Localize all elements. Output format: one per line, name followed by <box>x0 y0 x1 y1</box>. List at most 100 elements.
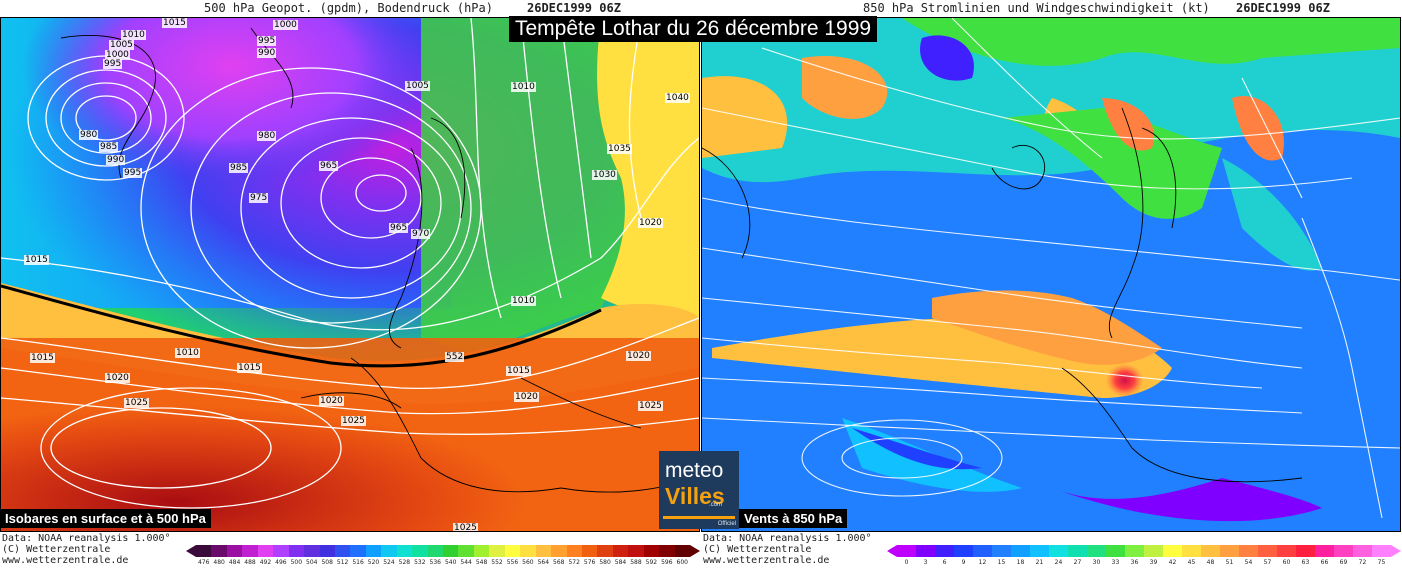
right-colorbar-cell <box>1182 545 1201 557</box>
wind-speed-map <box>702 18 1400 531</box>
left-map-panel: 1015 1010 1005 1000 995 980 985 990 995 1000 995 99… <box>0 17 700 532</box>
left-colorbar-cell <box>489 545 505 557</box>
isobar-label: 1015 <box>237 363 262 373</box>
left-colorbar-min-arrow <box>186 545 196 557</box>
right-colorbar-cell <box>1258 545 1277 557</box>
right-colorbar-cell <box>1087 545 1106 557</box>
right-colorbar-tick: 15 <box>997 559 1006 566</box>
left-colorbar-cell <box>381 545 397 557</box>
left-colorbar-cell <box>581 545 598 557</box>
left-colorbar-tick: 520 <box>367 559 380 566</box>
left-colorbar-tick: 496 <box>275 559 287 566</box>
right-colorbar-tick: 72 <box>1358 559 1367 566</box>
left-colorbar-cell <box>566 545 582 557</box>
right-colorbar-tick: 54 <box>1244 559 1253 566</box>
left-colorbar-tick: 552 <box>491 559 503 566</box>
right-colorbar-cell <box>1068 545 1087 557</box>
isobar-label: 975 <box>249 193 269 203</box>
left-colorbar-tick: 596 <box>661 559 673 566</box>
left-credit: Data: NOAA reanalysis 1.000° (C) Wetterz… <box>2 533 171 566</box>
logo-text-villes: Villes <box>665 483 725 509</box>
isobar-label: 1010 <box>175 348 200 358</box>
left-colorbar-tick: 488 <box>244 559 256 566</box>
isobar-label: 1010 <box>511 82 536 92</box>
right-colorbar-cell <box>973 545 992 557</box>
logo-text-officiel: Officiel <box>717 521 736 527</box>
right-colorbar-tick: 12 <box>978 559 987 566</box>
isobar-label: 995 <box>123 168 143 178</box>
right-colorbar-cell <box>1030 545 1049 557</box>
left-colorbar-cell <box>643 545 660 557</box>
left-colorbar-cell <box>334 545 351 557</box>
right-colorbar-tick: 9 <box>961 559 966 566</box>
right-map-header: 850 hPa Stromlinien und Windgeschwindigk… <box>863 1 1210 15</box>
right-colorbar-tick: 39 <box>1149 559 1158 566</box>
left-colorbar-tick: 556 <box>506 559 519 566</box>
isobar-label: 1000 <box>273 20 298 30</box>
isobar-label: 990 <box>106 155 126 165</box>
isobar-label: 1025 <box>453 523 478 532</box>
right-colorbar-tick: 42 <box>1168 559 1177 566</box>
main-title: Tempête Lothar du 26 décembre 1999 <box>509 16 878 42</box>
right-colorbar-cell <box>1315 545 1334 557</box>
isobar-label: 1020 <box>319 396 344 406</box>
right-colorbar-cell <box>935 545 954 557</box>
left-colorbar-tick: 492 <box>259 559 272 566</box>
right-colorbar-cell <box>1201 545 1220 557</box>
isobar-label: 1020 <box>105 373 130 383</box>
geopotential-map <box>1 18 699 531</box>
left-colorbar-cell <box>659 545 675 557</box>
logo-text-meteo: meteo <box>665 459 724 482</box>
isobar-label: 1020 <box>638 218 663 228</box>
isobar-label: 965 <box>389 223 409 233</box>
left-colorbar-cell <box>273 545 289 557</box>
left-map-date: 26DEC1999 06Z <box>527 1 621 15</box>
left-colorbar-tick: 544 <box>460 559 472 566</box>
right-colorbar-tick: 36 <box>1130 559 1139 566</box>
left-colorbar-cell <box>365 545 382 557</box>
left-colorbar-cell <box>350 545 366 557</box>
right-map-date: 26DEC1999 06Z <box>1236 1 1330 15</box>
left-colorbar-tick: 524 <box>383 559 395 566</box>
left-colorbar-max-arrow <box>690 545 700 557</box>
isobar-label: 980 <box>79 130 99 140</box>
left-colorbar-cell <box>597 545 613 557</box>
left-colorbar-ticks: 476 480 484 488 492 496 500 504 508 512 516 520 524 5… <box>196 559 690 569</box>
left-colorbar-tick: 500 <box>290 559 303 566</box>
right-credit: Data: NOAA reanalysis 1.000° (C) Wetterz… <box>703 533 872 566</box>
isobar-label: 1015 <box>162 18 187 28</box>
left-colorbar-tick: 592 <box>645 559 658 566</box>
right-colorbar-cell <box>1125 545 1144 557</box>
left-colorbar-cell <box>396 545 413 557</box>
left-colorbar-tick: 548 <box>475 559 488 566</box>
left-colorbar-cell <box>257 545 274 557</box>
right-colorbar-ticks: 0 3 6 9 12 15 18 21 24 27 30 33 36 39 42 45 48 51 54 57 60 63… <box>897 559 1391 569</box>
isobar-label: 1020 <box>626 351 651 361</box>
left-colorbar-tick: 560 <box>522 559 534 566</box>
right-colorbar-tick: 45 <box>1187 559 1196 566</box>
isobar-label: 995 <box>257 36 277 46</box>
isobar-label: 1030 <box>592 170 617 180</box>
right-colorbar-cell <box>1334 545 1353 557</box>
isobar-label: 995 <box>103 59 123 69</box>
left-colorbar-cell <box>520 545 536 557</box>
isobar-label: 1025 <box>341 416 366 426</box>
isobar-label: 1015 <box>30 353 55 363</box>
isobar-label: 1015 <box>24 255 49 265</box>
left-colorbar-tick: 536 <box>429 559 441 566</box>
right-colorbar-tick: 48 <box>1206 559 1215 566</box>
left-colorbar-cell <box>458 545 474 557</box>
right-colorbar-cell <box>1296 545 1315 557</box>
left-colorbar-tick: 584 <box>614 559 627 566</box>
right-colorbar-cell <box>1372 545 1391 557</box>
left-colorbar-tick: 484 <box>228 559 241 566</box>
left-colorbar-cell <box>628 545 644 557</box>
right-colorbar-tick: 66 <box>1320 559 1329 566</box>
right-colorbar-cell <box>897 545 916 557</box>
right-colorbar-cell <box>1106 545 1125 557</box>
left-colorbar-tick: 540 <box>444 559 457 566</box>
left-colorbar-tick: 588 <box>630 559 642 566</box>
left-colorbar-cell <box>288 545 305 557</box>
meteovilles-logo: meteo Villes .com Officiel <box>659 451 739 529</box>
left-colorbar-tick: 580 <box>599 559 611 566</box>
